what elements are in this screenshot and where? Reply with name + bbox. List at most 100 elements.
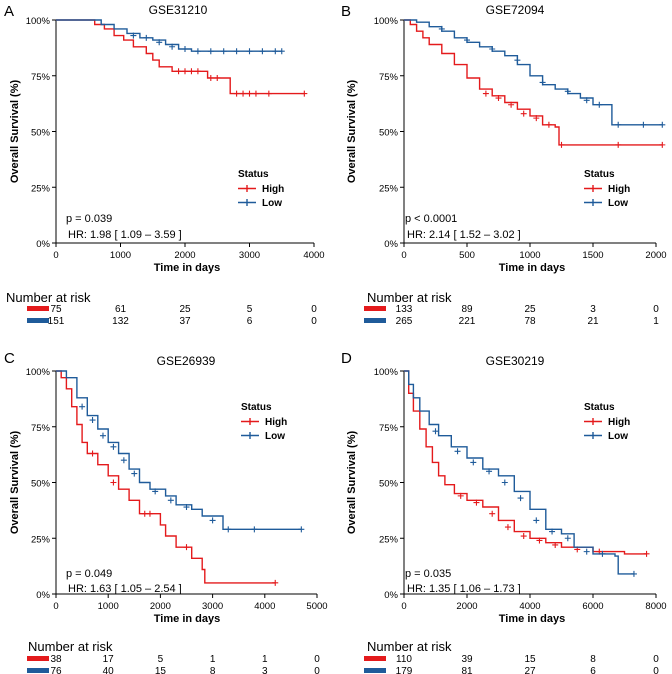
km-panel-b: B GSE72094 0% 25% 50% 75% 100% 0 500 1000 1500 2000… bbox=[341, 3, 667, 327]
y-tick-label: 50% bbox=[31, 479, 51, 490]
risk-count: 151 bbox=[48, 316, 65, 327]
survival-curve-high bbox=[56, 370, 276, 584]
censor-mark bbox=[120, 457, 127, 464]
risk-count: 0 bbox=[311, 304, 317, 315]
censor-mark bbox=[536, 537, 543, 544]
x-tick-label: 1000 bbox=[110, 250, 131, 261]
hazard-ratio: HR: 2.14 [ 1.52 – 3.02 ] bbox=[407, 229, 521, 241]
x-axis-label: Time in days bbox=[499, 613, 565, 625]
censor-mark bbox=[233, 90, 240, 97]
x-tick-label: 0 bbox=[401, 250, 406, 261]
censor-mark bbox=[517, 495, 524, 502]
censor-mark bbox=[141, 510, 148, 517]
censor-mark bbox=[246, 90, 253, 97]
risk-key-high bbox=[364, 306, 386, 311]
censor-mark bbox=[188, 68, 195, 75]
survival-curve-high bbox=[404, 370, 647, 555]
hazard-ratio: HR: 1.98 [ 1.09 – 3.59 ] bbox=[68, 229, 182, 241]
censor-mark bbox=[194, 68, 201, 75]
chart-title: GSE31210 bbox=[149, 3, 208, 17]
legend-label-high: High bbox=[262, 184, 284, 195]
survival-curve-low bbox=[404, 19, 663, 126]
x-tick-label: 2000 bbox=[174, 250, 195, 261]
censor-mark bbox=[79, 403, 86, 410]
y-axis-label: Overall Survival (%) bbox=[9, 431, 21, 535]
risk-key-high bbox=[364, 656, 386, 661]
survival-curve-low bbox=[56, 19, 282, 52]
censor-mark bbox=[539, 79, 546, 86]
censor-mark bbox=[470, 459, 477, 466]
risk-count: 133 bbox=[396, 304, 413, 315]
y-tick-label: 100% bbox=[26, 16, 51, 27]
risk-count: 3 bbox=[262, 666, 268, 674]
censor-mark bbox=[501, 479, 508, 486]
risk-key-low bbox=[27, 318, 49, 323]
censor-mark bbox=[265, 90, 272, 97]
y-tick-label: 75% bbox=[379, 72, 399, 83]
risk-key-high bbox=[27, 306, 49, 311]
censor-mark bbox=[233, 48, 240, 55]
censor-mark bbox=[167, 497, 174, 504]
censor-mark bbox=[558, 141, 565, 148]
x-tick-label: 0 bbox=[401, 601, 406, 612]
risk-count: 37 bbox=[179, 316, 191, 327]
risk-count: 81 bbox=[461, 666, 473, 674]
survival-curve-high bbox=[56, 19, 305, 95]
risk-count: 15 bbox=[155, 666, 167, 674]
panel-letter: B bbox=[341, 3, 351, 20]
legend-label-low: Low bbox=[262, 198, 282, 209]
risk-count: 265 bbox=[396, 316, 413, 327]
risk-count: 38 bbox=[50, 654, 62, 665]
censor-mark bbox=[110, 479, 117, 486]
x-tick-label: 2000 bbox=[645, 250, 666, 261]
x-axis-label: Time in days bbox=[154, 262, 220, 274]
censor-mark bbox=[301, 90, 308, 97]
risk-count: 179 bbox=[396, 666, 413, 674]
censor-mark bbox=[99, 432, 106, 439]
y-axis-label: Overall Survival (%) bbox=[9, 80, 21, 184]
censor-mark bbox=[272, 48, 279, 55]
legend-label-low: Low bbox=[608, 431, 628, 442]
x-tick-label: 0 bbox=[53, 601, 58, 612]
y-tick-label: 50% bbox=[379, 128, 399, 139]
censor-mark bbox=[89, 450, 96, 457]
x-tick-label: 2000 bbox=[150, 601, 171, 612]
legend-title: Status bbox=[241, 402, 272, 413]
risk-count: 39 bbox=[461, 654, 473, 665]
y-tick-label: 0% bbox=[384, 239, 398, 250]
risk-count: 25 bbox=[179, 304, 191, 315]
risk-key-low bbox=[364, 668, 386, 673]
censor-mark bbox=[489, 45, 496, 52]
risk-count: 221 bbox=[459, 316, 476, 327]
risk-count: 76 bbox=[50, 666, 62, 674]
censor-mark bbox=[583, 97, 590, 104]
censor-mark bbox=[220, 48, 227, 55]
hazard-ratio: HR: 1.63 [ 1.05 – 2.54 ] bbox=[68, 583, 182, 595]
censor-mark bbox=[146, 510, 153, 517]
y-tick-label: 0% bbox=[36, 239, 50, 250]
risk-table-title: Number at risk bbox=[367, 290, 452, 305]
risk-count: 6 bbox=[247, 316, 253, 327]
risk-count: 75 bbox=[50, 304, 62, 315]
censor-mark bbox=[640, 121, 647, 128]
x-tick-label: 4000 bbox=[303, 250, 324, 261]
x-tick-label: 5000 bbox=[306, 601, 327, 612]
y-tick-label: 25% bbox=[31, 183, 51, 194]
y-tick-label: 25% bbox=[379, 534, 399, 545]
censor-mark bbox=[130, 32, 137, 39]
risk-count: 8 bbox=[210, 666, 216, 674]
x-tick-label: 500 bbox=[459, 250, 475, 261]
legend-label-high: High bbox=[608, 184, 630, 195]
x-tick-label: 8000 bbox=[645, 601, 666, 612]
panel-letter: C bbox=[4, 350, 15, 367]
censor-mark bbox=[552, 541, 559, 548]
censor-mark bbox=[549, 528, 556, 535]
p-value: p = 0.049 bbox=[66, 568, 112, 580]
risk-count: 89 bbox=[461, 304, 473, 315]
censor-mark bbox=[564, 535, 571, 542]
censor-mark bbox=[615, 141, 622, 148]
censor-mark bbox=[272, 579, 279, 586]
censor-mark bbox=[194, 48, 201, 55]
risk-key-low bbox=[27, 668, 49, 673]
censor-mark bbox=[152, 488, 159, 495]
